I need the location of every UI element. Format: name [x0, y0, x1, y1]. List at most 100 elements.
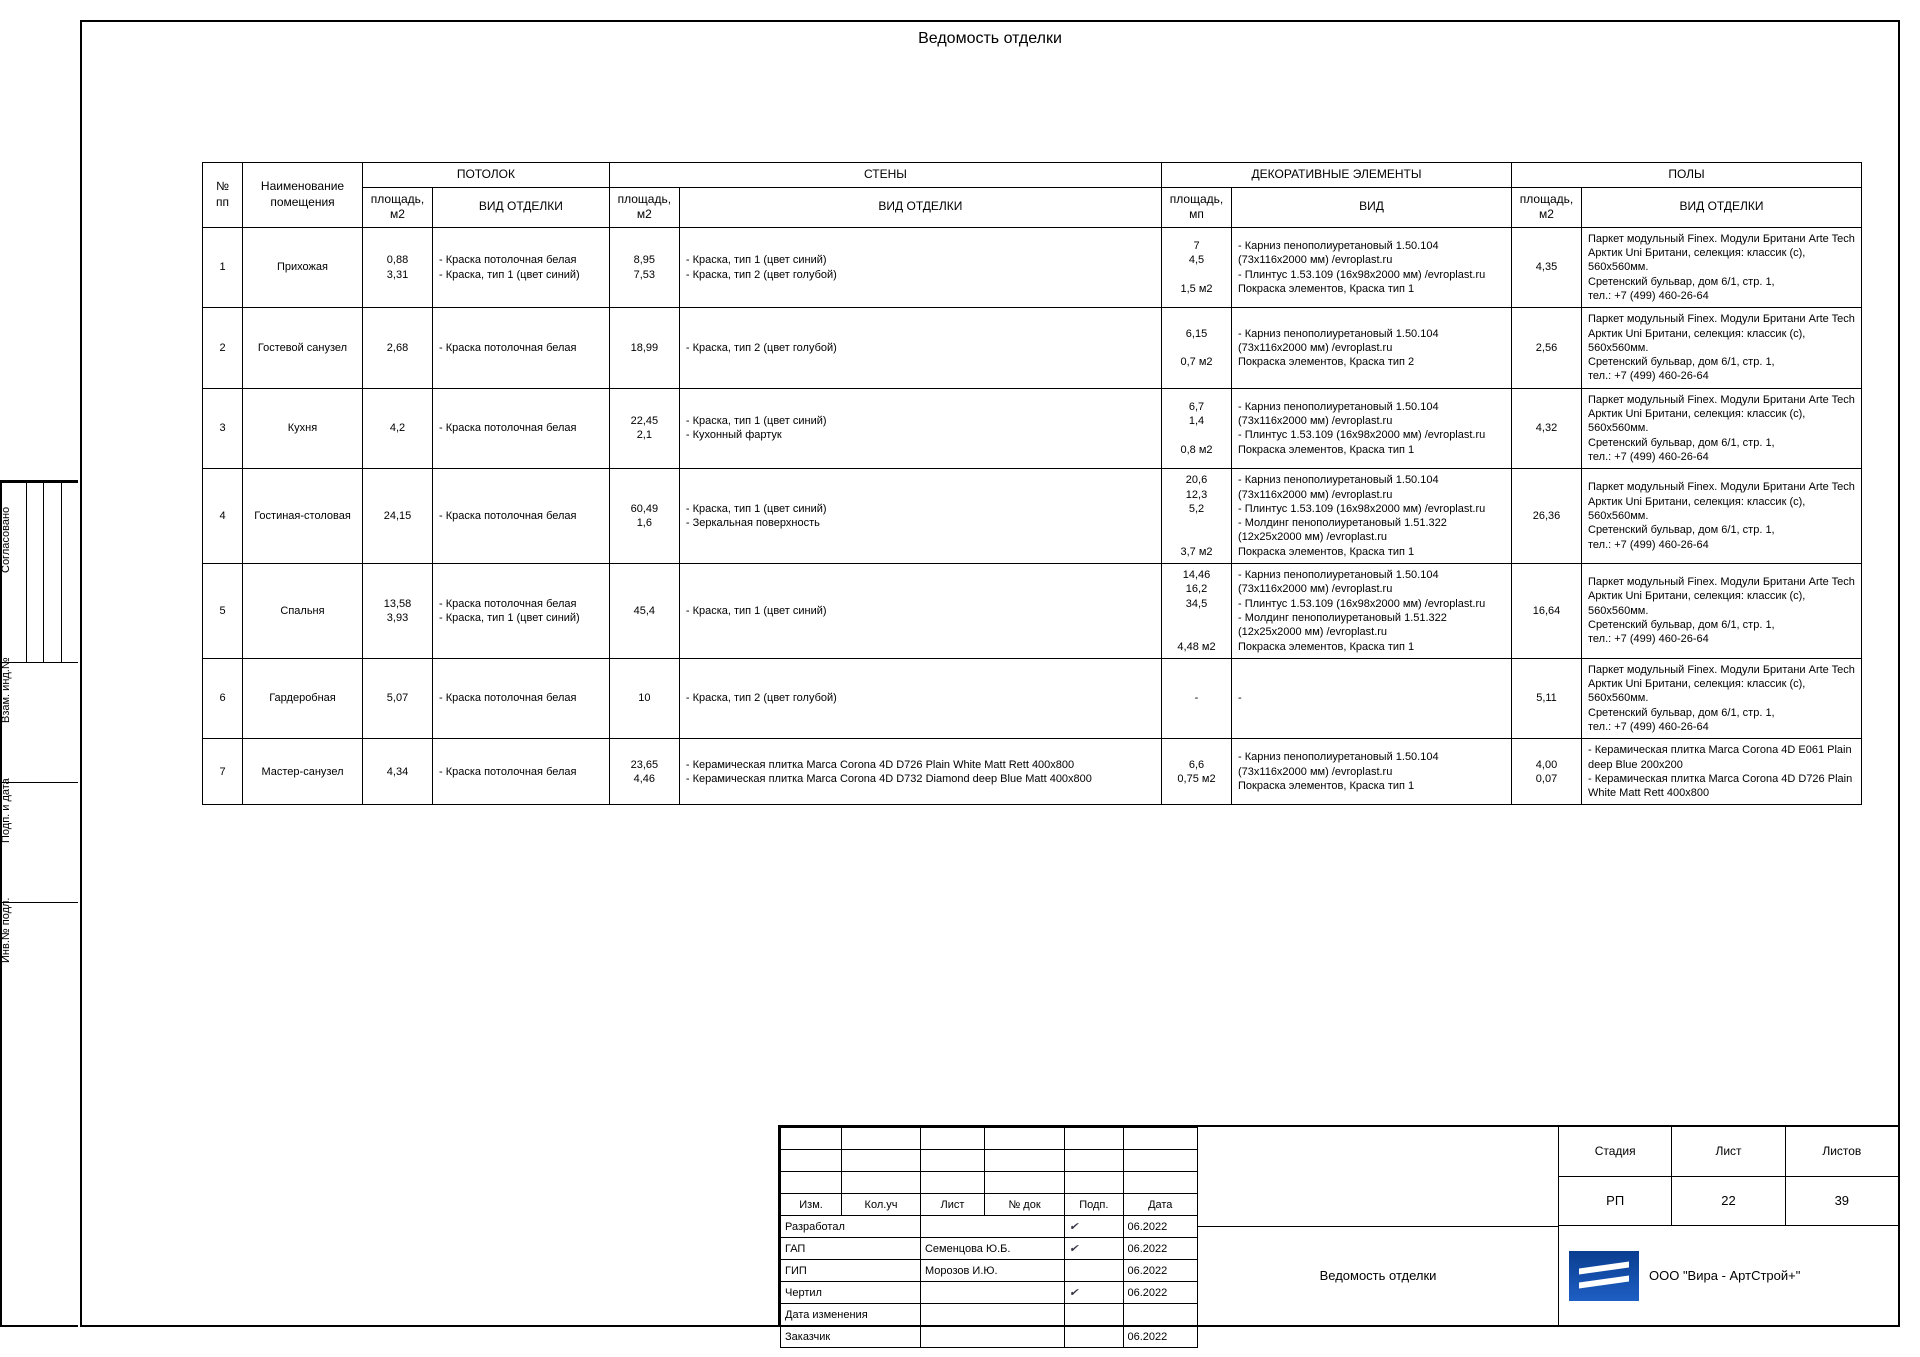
- cell-wall-area: 8,957,53: [609, 227, 679, 307]
- side-stamp: Согласовано Взам. инд.№ Подп. и дата Инв…: [0, 480, 78, 1327]
- gip-name: Морозов И.Ю.: [920, 1260, 1064, 1282]
- cell-num: 5: [203, 564, 243, 659]
- col-dec-kind: ВИД: [1232, 187, 1512, 227]
- d-cust: 06.2022: [1123, 1326, 1198, 1348]
- title-block: Изм. Кол.уч Лист № док Подп. Дата Разраб…: [778, 1125, 1898, 1325]
- cell-ceil-area: 5,07: [363, 658, 433, 738]
- cell-ceil-area: 2,68: [363, 308, 433, 388]
- col-ceil-finish: ВИД ОТДЕЛКИ: [433, 187, 610, 227]
- r-gap: ГАП: [781, 1238, 921, 1260]
- h-list: Лист: [920, 1194, 984, 1216]
- cell-dec-area: 74,51,5 м2: [1162, 227, 1232, 307]
- cell-floor: Паркет модульный Finex. Модули Британи A…: [1582, 469, 1862, 564]
- cell-floor: - Керамическая плитка Marca Corona 4D E0…: [1582, 739, 1862, 805]
- cell-room: Гостиная-столовая: [243, 469, 363, 564]
- cell-num: 4: [203, 469, 243, 564]
- cell-ceil-area: 4,34: [363, 739, 433, 805]
- cell-wall: - Краска, тип 2 (цвет голубой): [679, 308, 1161, 388]
- r-gip: ГИП: [781, 1260, 921, 1282]
- cell-floor: Паркет модульный Finex. Модули Британи A…: [1582, 658, 1862, 738]
- col-floor-area: площадь, м2: [1512, 187, 1582, 227]
- cell-num: 2: [203, 308, 243, 388]
- sheets-h: Листов: [1786, 1127, 1898, 1177]
- cell-ceil: - Краска потолочная белая: [433, 388, 610, 468]
- drawing-frame: Ведомость отделки № пп Наименование поме…: [80, 20, 1900, 1327]
- cell-wall: - Краска, тип 1 (цвет синий)- Зеркальная…: [679, 469, 1161, 564]
- cell-wall-area: 10: [609, 658, 679, 738]
- d-dev: 06.2022: [1123, 1216, 1198, 1238]
- cell-dec-area: 20,612,35,23,7 м2: [1162, 469, 1232, 564]
- side-inv: Взам. инд.№: [0, 657, 12, 723]
- cell-wall-area: 45,4: [609, 564, 679, 659]
- cell-num: 1: [203, 227, 243, 307]
- cell-floor: Паркет модульный Finex. Модули Британи A…: [1582, 227, 1862, 307]
- cell-num: 3: [203, 388, 243, 468]
- cell-dec: - Карниз пенополиуретановый 1.50.104 (73…: [1232, 227, 1512, 307]
- h-kol: Кол.уч: [842, 1194, 921, 1216]
- gap-name: Семенцова Ю.Б.: [920, 1238, 1064, 1260]
- d-gip: 06.2022: [1123, 1260, 1198, 1282]
- table-row: 5Спальня13,583,93- Краска потолочная бел…: [203, 564, 1862, 659]
- cell-ceil-area: 0,883,31: [363, 227, 433, 307]
- cell-room: Спальня: [243, 564, 363, 659]
- cell-ceil: - Краска потолочная белая- Краска, тип 1…: [433, 227, 610, 307]
- h-izm: Изм.: [781, 1194, 842, 1216]
- cell-floor-area: 4,000,07: [1512, 739, 1582, 805]
- sig-gap: ✔: [1065, 1238, 1123, 1260]
- side-agreed: Согласовано: [0, 506, 12, 572]
- finish-schedule-table: № пп Наименование помещения ПОТОЛОК СТЕН…: [202, 162, 1862, 805]
- page-title: Ведомость отделки: [82, 22, 1898, 48]
- col-wall-area: площадь, м2: [609, 187, 679, 227]
- sheet-title: Ведомость отделки: [1198, 1227, 1558, 1326]
- side-sign: Подп. и дата: [0, 778, 12, 843]
- table-row: 2Гостевой санузел2,68- Краска потолочная…: [203, 308, 1862, 388]
- cell-dec-area: -: [1162, 658, 1232, 738]
- cell-room: Мастер-санузел: [243, 739, 363, 805]
- cell-dec-area: 6,60,75 м2: [1162, 739, 1232, 805]
- cell-room: Прихожая: [243, 227, 363, 307]
- r-dev: Разработал: [781, 1216, 921, 1238]
- cell-floor-area: 16,64: [1512, 564, 1582, 659]
- r-cust: Заказчик: [781, 1326, 921, 1348]
- sheet-v: 22: [1672, 1177, 1784, 1226]
- d-draw: 06.2022: [1123, 1282, 1198, 1304]
- group-ceiling: ПОТОЛОК: [363, 163, 610, 188]
- cell-floor: Паркет модульный Finex. Модули Британи A…: [1582, 564, 1862, 659]
- col-floor-finish: ВИД ОТДЕЛКИ: [1582, 187, 1862, 227]
- col-dec-area: площадь, мп: [1162, 187, 1232, 227]
- cell-ceil: - Краска потолочная белая: [433, 469, 610, 564]
- sig-draw: ✔: [1065, 1282, 1123, 1304]
- sheets-v: 39: [1786, 1177, 1898, 1226]
- cell-floor-area: 5,11: [1512, 658, 1582, 738]
- cell-dec-area: 6,71,40,8 м2: [1162, 388, 1232, 468]
- cell-floor: Паркет модульный Finex. Модули Британи A…: [1582, 308, 1862, 388]
- cell-room: Гардеробная: [243, 658, 363, 738]
- h-doc: № док: [984, 1194, 1064, 1216]
- cell-wall: - Краска, тип 1 (цвет синий)- Краска, ти…: [679, 227, 1161, 307]
- cell-ceil: - Краска потолочная белая- Краска, тип 1…: [433, 564, 610, 659]
- cell-wall-area: 22,452,1: [609, 388, 679, 468]
- sig-dev: ✔: [1065, 1216, 1123, 1238]
- cell-num: 6: [203, 658, 243, 738]
- table-row: 7Мастер-санузел4,34- Краска потолочная б…: [203, 739, 1862, 805]
- cell-ceil-area: 13,583,93: [363, 564, 433, 659]
- cell-wall: - Краска, тип 2 (цвет голубой): [679, 658, 1161, 738]
- group-walls: СТЕНЫ: [609, 163, 1161, 188]
- sheet-h: Лист: [1672, 1127, 1784, 1177]
- company-name: ООО "Вира - АртСтрой+": [1649, 1268, 1800, 1283]
- cell-dec-area: 14,4616,234,54,48 м2: [1162, 564, 1232, 659]
- cell-dec: - Карниз пенополиуретановый 1.50.104 (73…: [1232, 469, 1512, 564]
- col-num: № пп: [203, 163, 243, 228]
- cell-ceil: - Краска потолочная белая: [433, 739, 610, 805]
- cell-wall: - Керамическая плитка Marca Corona 4D D7…: [679, 739, 1161, 805]
- group-decor: ДЕКОРАТИВНЫЕ ЭЛЕМЕНТЫ: [1162, 163, 1512, 188]
- cell-floor-area: 26,36: [1512, 469, 1582, 564]
- cell-num: 7: [203, 739, 243, 805]
- cell-dec: -: [1232, 658, 1512, 738]
- table-row: 4Гостиная-столовая24,15- Краска потолочн…: [203, 469, 1862, 564]
- table-row: 3Кухня4,2- Краска потолочная белая22,452…: [203, 388, 1862, 468]
- cell-wall: - Краска, тип 1 (цвет синий)- Кухонный ф…: [679, 388, 1161, 468]
- cell-floor-area: 2,56: [1512, 308, 1582, 388]
- stage-h: Стадия: [1559, 1127, 1671, 1177]
- cell-ceil: - Краска потолочная белая: [433, 658, 610, 738]
